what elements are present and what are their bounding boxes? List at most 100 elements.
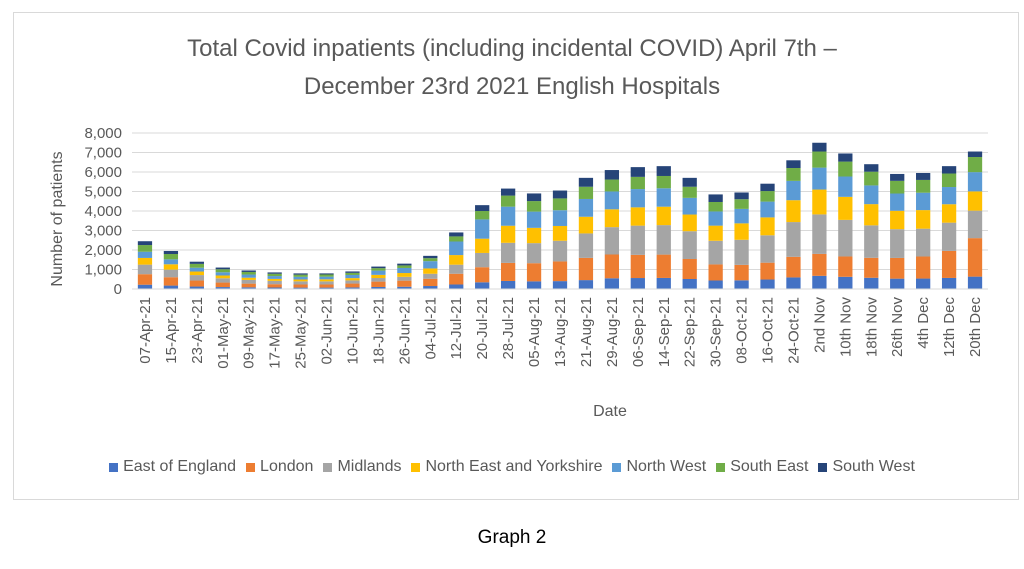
- bar-segment: [526, 201, 542, 212]
- x-tick-label: 21-Aug-21: [578, 297, 595, 367]
- bar-segment: [838, 161, 853, 177]
- bar-segment: [786, 200, 801, 223]
- bar-segment: [371, 286, 386, 289]
- chart-title-line1: Total Covid inpatients (including incide…: [187, 35, 837, 62]
- bar-segment: [941, 222, 957, 251]
- bar-segment: [500, 206, 516, 226]
- bar-segment: [890, 180, 905, 194]
- bar-segment: [241, 279, 256, 284]
- bar-segment: [916, 210, 931, 229]
- legend-item: North West: [612, 458, 706, 476]
- bar-segment: [838, 153, 853, 162]
- bar-segment: [967, 238, 983, 277]
- bar-segment: [293, 276, 308, 280]
- bar-segment: [941, 204, 957, 223]
- bar-segment: [449, 273, 464, 285]
- bar-segment: [345, 283, 360, 288]
- x-tick-label: 02-Jun-21: [319, 297, 336, 365]
- bar-segment: [293, 273, 308, 275]
- bar-segment: [189, 267, 204, 272]
- bar-segment: [578, 177, 594, 187]
- bar-segment: [423, 273, 438, 279]
- bar-segment: [630, 176, 645, 190]
- bar-segment: [371, 274, 386, 279]
- bar-segment: [267, 276, 282, 279]
- bar-segment: [630, 189, 645, 208]
- bar-segment: [163, 264, 179, 270]
- x-tick-label: 10th Nov: [837, 297, 854, 358]
- y-tick-label: 4,000: [84, 203, 122, 220]
- bar-segment: [864, 185, 879, 205]
- bar-segment: [241, 271, 256, 275]
- bar-segment: [734, 239, 749, 265]
- bar-segment: [708, 240, 723, 265]
- bar-segment: [137, 241, 153, 246]
- bar-segment: [137, 251, 153, 258]
- bar-segment: [163, 269, 179, 278]
- bar-segment: [941, 187, 957, 205]
- y-tick-label: 2,000: [84, 242, 122, 259]
- bar-segment: [916, 256, 931, 279]
- bar-segment: [734, 192, 749, 200]
- bar-segment: [552, 190, 568, 199]
- x-axis-title: Date: [593, 403, 627, 420]
- bar-segment: [345, 271, 360, 273]
- bar-segment: [163, 250, 179, 255]
- x-tick-label: 01-May-21: [215, 297, 232, 369]
- legend-item: London: [246, 458, 313, 476]
- legend-label: North East and Yorkshire: [425, 458, 603, 475]
- x-tick-label: 17-May-21: [267, 297, 284, 369]
- bar-segment: [604, 170, 620, 180]
- x-tick-label: 05-Aug-21: [526, 297, 543, 367]
- x-tick-label: 24-Oct-21: [785, 297, 802, 364]
- x-tick-label: 20th Dec: [967, 297, 984, 358]
- bar-segment: [215, 278, 230, 283]
- bar-segment: [838, 256, 853, 277]
- bar-segment: [423, 258, 438, 262]
- legend-swatch: [411, 462, 421, 472]
- bar-segment: [682, 214, 697, 232]
- bar-segment: [734, 264, 749, 281]
- bar-segment: [890, 278, 905, 289]
- bar-segment: [345, 274, 360, 279]
- bar-segment: [475, 267, 490, 283]
- bar-segment: [189, 271, 204, 276]
- bar-segment: [864, 277, 879, 289]
- bar-segment: [189, 286, 204, 289]
- bar-segment: [708, 194, 723, 202]
- bar-segment: [215, 267, 230, 270]
- bar-segment: [267, 287, 282, 289]
- bar-segment: [890, 257, 905, 279]
- bar-segment: [578, 216, 594, 234]
- bar-segment: [241, 274, 256, 278]
- bar-segment: [630, 167, 645, 177]
- bar-segment: [682, 177, 697, 187]
- bar-segment: [890, 173, 905, 181]
- bar-segment: [215, 282, 230, 288]
- x-tick-label: 15-Apr-21: [163, 297, 180, 364]
- bar-segment: [786, 277, 801, 289]
- x-tick-label: 04-Jul-21: [422, 297, 439, 360]
- bar-segment: [578, 186, 594, 199]
- x-tick-label: 23-Apr-21: [189, 297, 206, 364]
- bar-segment: [552, 261, 568, 282]
- bar-segment: [500, 188, 516, 196]
- x-tick-label: 18-Jun-21: [370, 297, 387, 365]
- bar-segment: [630, 207, 645, 226]
- bar-segment: [838, 276, 853, 289]
- bar-segment: [812, 189, 827, 215]
- x-tick-label: 28-Jul-21: [500, 297, 517, 360]
- bar-segment: [890, 210, 905, 230]
- legend-label: Midlands: [337, 458, 402, 475]
- bar-segment: [526, 243, 542, 264]
- x-tick-label: 20-Jul-21: [474, 297, 491, 360]
- bar-segment: [812, 253, 827, 276]
- bar-segment: [630, 278, 645, 289]
- x-tick-label: 09-May-21: [241, 297, 258, 369]
- bar-segment: [189, 275, 204, 281]
- y-tick-label: 5,000: [84, 184, 122, 201]
- bar-segment: [500, 262, 516, 281]
- bar-segment: [682, 278, 697, 289]
- x-tick-label: 30-Sep-21: [708, 297, 725, 367]
